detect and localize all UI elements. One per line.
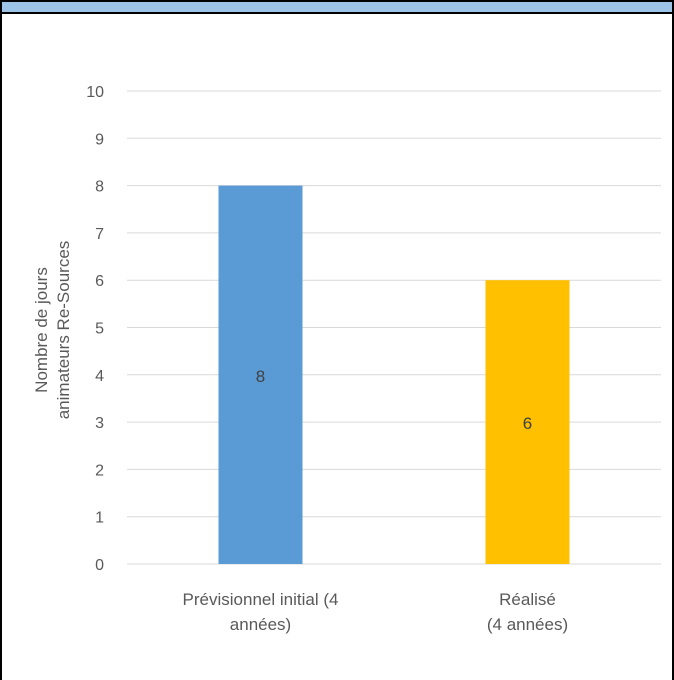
y-tick-label: 3 bbox=[95, 415, 104, 432]
y-tick-label: 7 bbox=[95, 226, 104, 243]
y-tick-label: 9 bbox=[95, 131, 104, 148]
x-category-label: Prévisionnel initial (4 bbox=[183, 590, 339, 609]
bars bbox=[218, 185, 570, 564]
gridlines bbox=[127, 90, 661, 565]
x-category-label: Réalisé bbox=[499, 590, 556, 609]
x-category-label: années) bbox=[230, 615, 291, 634]
frame-border-right bbox=[672, 0, 674, 680]
bar-1 bbox=[218, 185, 303, 564]
data-label-1: 8 bbox=[256, 367, 265, 386]
y-axis-label-line-1: Nombre de jours bbox=[32, 267, 51, 393]
data-label-2: 6 bbox=[523, 414, 532, 433]
y-tick-label: 0 bbox=[95, 557, 104, 574]
y-tick-labels: 0 1 2 3 4 5 6 7 8 9 10 bbox=[86, 84, 104, 574]
y-tick-label: 4 bbox=[95, 368, 104, 385]
y-tick-label: 10 bbox=[86, 84, 104, 101]
header-band bbox=[0, 0, 674, 14]
y-tick-label: 2 bbox=[95, 462, 104, 479]
x-category-labels: Prévisionnel initial (4 années) Réalisé (4 … bbox=[183, 590, 569, 634]
y-tick-label: 6 bbox=[95, 273, 104, 290]
frame-border-left bbox=[0, 0, 2, 680]
data-labels: 86 bbox=[256, 367, 532, 433]
y-tick-label: 1 bbox=[95, 510, 104, 527]
y-tick-label: 5 bbox=[95, 321, 104, 338]
y-tick-label: 8 bbox=[95, 179, 104, 196]
bar-2 bbox=[485, 280, 570, 564]
y-axis-label-line-2: animateurs Re-Sources bbox=[54, 241, 73, 420]
x-category-label: (4 années) bbox=[487, 615, 568, 634]
